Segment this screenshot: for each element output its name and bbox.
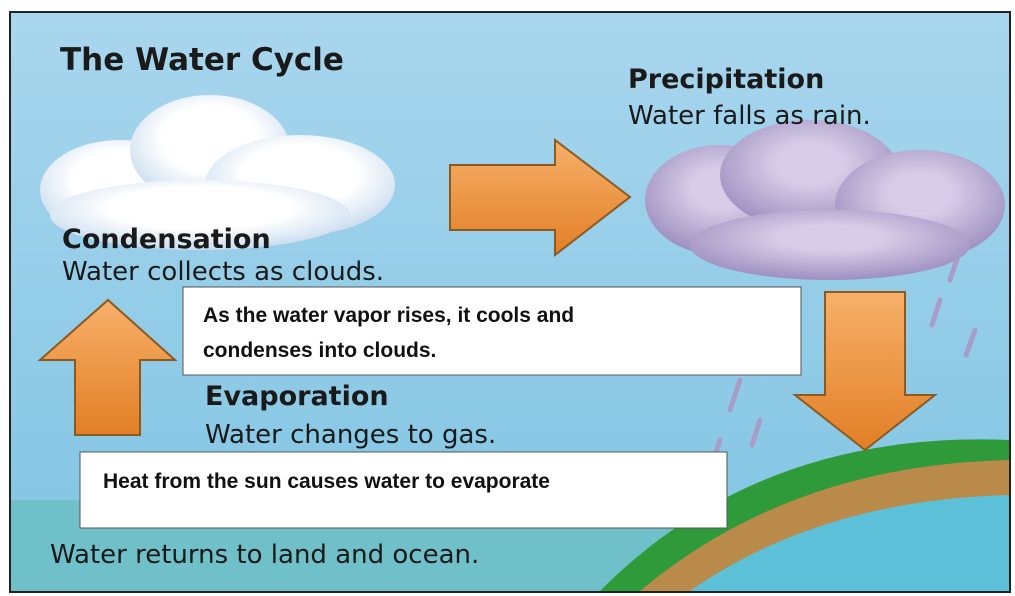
callout-text: As the water vapor rises, it cools and xyxy=(203,304,574,327)
condensation-text: Water collects as clouds. xyxy=(62,257,384,287)
callout-text: Heat from the sun causes water to evapor… xyxy=(103,470,550,493)
callout-text: condenses into clouds. xyxy=(203,339,436,362)
footer-text: Water returns to land and ocean. xyxy=(50,540,479,570)
water-cycle-diagram: The Water Cycle Precipitation Water fall… xyxy=(0,0,1015,596)
evaporation-heading: Evaporation xyxy=(205,381,389,412)
precipitation-text: Water falls as rain. xyxy=(628,101,871,131)
condensation-heading: Condensation xyxy=(62,224,271,255)
precipitation-heading: Precipitation xyxy=(628,64,824,95)
evaporation-text: Water changes to gas. xyxy=(205,420,496,450)
title: The Water Cycle xyxy=(60,42,344,78)
